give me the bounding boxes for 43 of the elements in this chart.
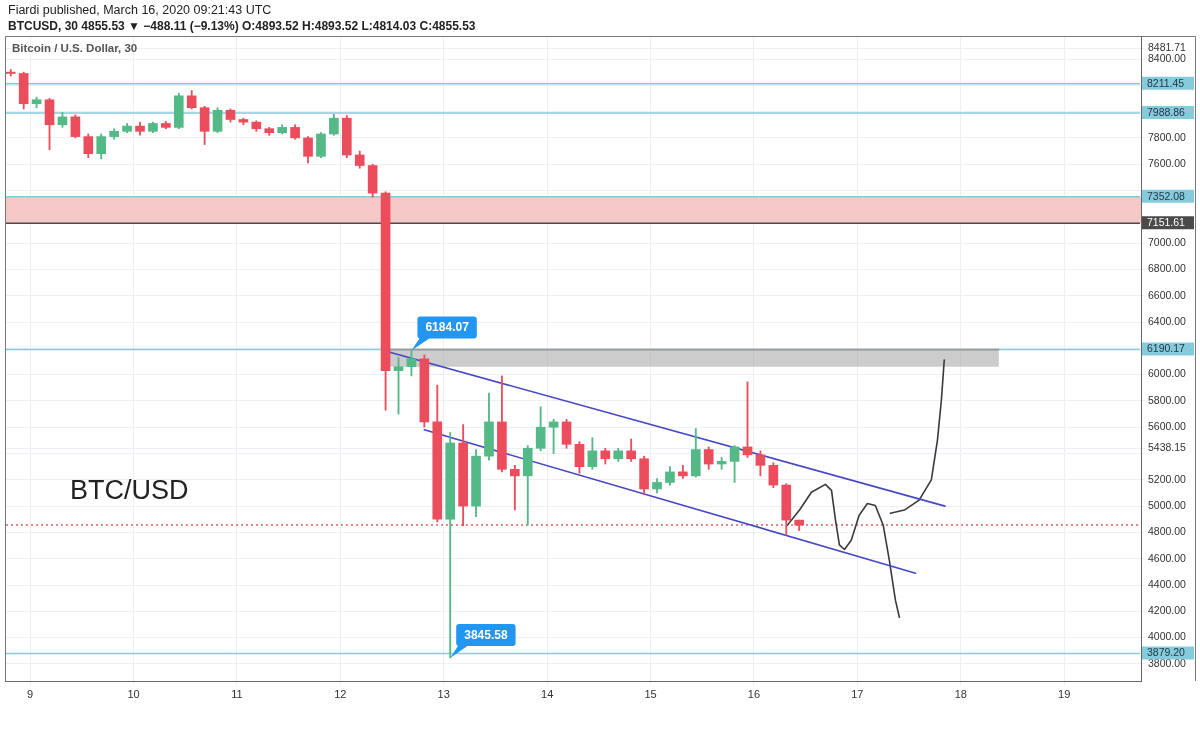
y-tick-label: 5000.00 — [1148, 499, 1187, 511]
ref-line-label: 6190.17 — [1147, 342, 1186, 355]
x-tick-label: 15 — [644, 687, 657, 700]
x-tick-label: 18 — [954, 687, 967, 700]
y-tick-label: 7600.00 — [1148, 157, 1187, 170]
ref-line-label: 7151.61 — [1147, 216, 1186, 229]
y-tick-label: 5438.15 — [1148, 441, 1187, 454]
x-tick-label: 19 — [1058, 687, 1071, 700]
y-tick-label: 5200.00 — [1148, 472, 1187, 485]
y-tick-label: 8481.71 — [1148, 41, 1187, 54]
y-tick-label: 5800.00 — [1148, 393, 1187, 406]
y-tick-label: 5600.00 — [1148, 420, 1187, 433]
y-tick-label: 7000.00 — [1148, 236, 1187, 248]
y-tick-label: 4800.00 — [1148, 525, 1187, 538]
x-tick-label: 12 — [334, 687, 347, 700]
ref-line-label: 7352.08 — [1147, 189, 1186, 202]
y-tick-label: 6400.00 — [1148, 314, 1187, 327]
y-tick-label: 3800.00 — [1148, 656, 1187, 669]
y-tick-label: 4400.00 — [1148, 577, 1187, 590]
y-tick-label: 7800.00 — [1148, 130, 1187, 143]
x-tick-label: 16 — [747, 687, 761, 700]
x-tick-label: 13 — [437, 687, 450, 700]
ref-line-label: 8211.45 — [1147, 76, 1185, 89]
text: Bitcoin / U.S. Dollar, 30 — [12, 42, 138, 56]
y-tick-label: 4600.00 — [1148, 551, 1187, 564]
y-tick-label: 4000.00 — [1148, 630, 1187, 643]
annotation: 3845.58 — [464, 627, 508, 642]
text: Fiardi published, March 16, 2020 09:21:43 UTC — [8, 3, 272, 18]
y-tick-label: 6600.00 — [1148, 288, 1187, 301]
annotation: 6184.07 — [425, 320, 470, 335]
annotation: BTC/USD — [70, 474, 189, 507]
y-tick-label: 8400.00 — [1148, 51, 1187, 64]
ref-line-label: 3879.20 — [1147, 646, 1186, 659]
x-tick-label: 10 — [127, 687, 140, 700]
x-tick-label: 14 — [541, 687, 554, 700]
ref-line-label: 7988.86 — [1147, 105, 1186, 118]
y-tick-label: 4200.00 — [1148, 604, 1187, 617]
x-tick-label: 11 — [231, 687, 243, 700]
x-tick-label: 9 — [27, 687, 34, 700]
chart-title: BTCUSD, 30 4855.53 ▼ −488.11 (−9.13%) O:4893.52 H:4893.52 L:4814.03 C:4855.53 — [8, 19, 476, 34]
y-tick-label: 6800.00 — [1148, 262, 1187, 275]
y-tick-label: 6000.00 — [1148, 367, 1187, 380]
x-tick-label: 17 — [851, 687, 864, 700]
